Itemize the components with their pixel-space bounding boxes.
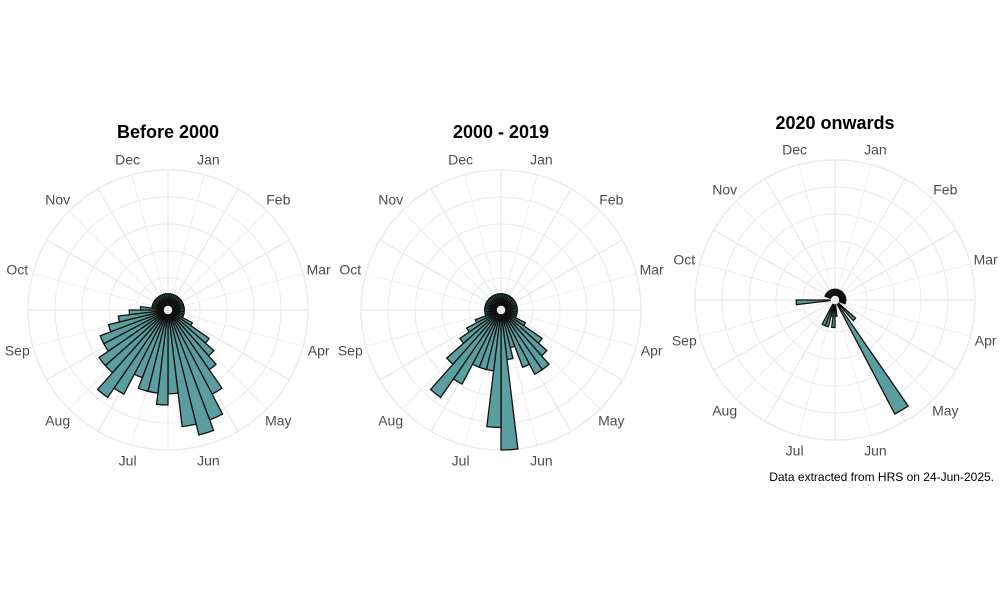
month-label-mar: Mar bbox=[974, 252, 998, 268]
grid-spoke-minor bbox=[401, 210, 502, 311]
grid-spoke-minor bbox=[834, 299, 971, 337]
chart-title: 2020 onwards bbox=[775, 113, 894, 133]
month-label-oct: Oct bbox=[6, 262, 28, 278]
chart-title: 2000 - 2019 bbox=[453, 122, 549, 142]
bar-W30 bbox=[821, 303, 835, 327]
grid-spoke-minor bbox=[834, 299, 872, 436]
grid-spoke-minor bbox=[735, 299, 836, 400]
month-label-mar: Mar bbox=[640, 262, 664, 278]
month-label-oct: Oct bbox=[673, 252, 695, 268]
grid-spoke-major bbox=[834, 299, 957, 371]
grid-spoke-minor bbox=[798, 164, 836, 301]
grid-spoke-major bbox=[764, 299, 836, 422]
month-label-may: May bbox=[598, 412, 624, 428]
grid-spoke-major bbox=[764, 178, 836, 301]
chart-panel-2: Jan Feb Mar Apr May Jun Jul Aug Sep Oct Nov Dec 2000… bbox=[338, 122, 664, 469]
month-label-jun: Jun bbox=[530, 453, 553, 469]
grid-spoke-major bbox=[500, 188, 572, 311]
month-label-jul: Jul bbox=[119, 453, 137, 469]
bar-W52 bbox=[165, 293, 169, 306]
month-label-dec: Dec bbox=[782, 141, 807, 157]
bar-W20 bbox=[837, 302, 857, 322]
grid-spoke-minor bbox=[500, 309, 637, 347]
grid-spoke-major bbox=[167, 188, 239, 311]
grid-spoke-minor bbox=[167, 309, 304, 347]
month-label-aug: Aug bbox=[45, 412, 70, 428]
grid-spoke-major bbox=[97, 188, 169, 311]
month-label-jan: Jan bbox=[530, 151, 553, 167]
month-label-sep: Sep bbox=[672, 332, 697, 348]
month-label-jun: Jun bbox=[197, 453, 220, 469]
bar-W52 bbox=[832, 288, 836, 296]
grid-spoke-minor bbox=[699, 263, 836, 301]
grid-spoke-major bbox=[713, 299, 836, 371]
grid-spoke-minor bbox=[834, 164, 872, 301]
grid-spoke-minor bbox=[131, 174, 169, 311]
month-label-nov: Nov bbox=[712, 182, 737, 198]
grid-spoke-minor bbox=[365, 273, 502, 311]
grid-spoke-minor bbox=[834, 200, 935, 301]
grid-spoke-minor bbox=[500, 174, 538, 311]
month-label-aug: Aug bbox=[378, 412, 403, 428]
month-label-feb: Feb bbox=[599, 192, 623, 208]
chart-title: Before 2000 bbox=[117, 122, 219, 142]
month-label-sep: Sep bbox=[338, 342, 363, 358]
grid-spoke-major bbox=[500, 239, 623, 311]
grid-spoke-major bbox=[430, 188, 502, 311]
chart-panel-3: Jan Feb Mar Apr May Jun Jul Aug Sep Oct Nov Dec 2020… bbox=[672, 113, 998, 459]
chart-panel-1: Jan Feb Mar Apr May Jun Jul Aug Sep Oct Nov Dec Befo… bbox=[5, 122, 331, 469]
month-label-jan: Jan bbox=[197, 151, 220, 167]
month-label-dec: Dec bbox=[448, 151, 473, 167]
grid-spoke-minor bbox=[68, 210, 169, 311]
month-label-mar: Mar bbox=[307, 262, 331, 278]
bar-W52 bbox=[498, 293, 502, 306]
month-label-jun: Jun bbox=[864, 443, 887, 459]
grid-spoke-minor bbox=[834, 263, 971, 301]
data-source-caption: Data extracted from HRS on 24-Jun-2025. bbox=[769, 470, 994, 484]
grid-spoke-minor bbox=[167, 174, 205, 311]
month-label-dec: Dec bbox=[115, 151, 140, 167]
grid-spoke-minor bbox=[365, 309, 502, 347]
grid-spoke-minor bbox=[699, 299, 836, 337]
grid-spoke-major bbox=[46, 239, 169, 311]
month-label-apr: Apr bbox=[308, 342, 330, 358]
month-label-feb: Feb bbox=[933, 182, 957, 198]
grid-spoke-major bbox=[379, 239, 502, 311]
grid-spoke-minor bbox=[167, 210, 268, 311]
bar-W22 bbox=[836, 303, 910, 415]
month-label-aug: Aug bbox=[712, 402, 737, 418]
month-label-apr: Apr bbox=[641, 342, 663, 358]
month-label-jul: Jul bbox=[452, 453, 470, 469]
month-label-may: May bbox=[932, 402, 958, 418]
month-label-nov: Nov bbox=[378, 192, 403, 208]
grid-spoke-minor bbox=[464, 174, 502, 311]
bar-W16 bbox=[838, 300, 847, 305]
grid-spoke-major bbox=[834, 178, 906, 301]
grid-spoke-major bbox=[167, 239, 290, 311]
grid-spoke-major bbox=[713, 229, 836, 301]
month-label-apr: Apr bbox=[975, 332, 997, 348]
grid-spoke-minor bbox=[32, 273, 169, 311]
grid-spoke-minor bbox=[167, 273, 304, 311]
month-label-may: May bbox=[265, 412, 291, 428]
grid-spoke-minor bbox=[735, 200, 836, 301]
month-label-jan: Jan bbox=[864, 141, 887, 157]
month-label-jul: Jul bbox=[786, 443, 804, 459]
grid-spoke-minor bbox=[500, 210, 601, 311]
grid-spoke-major bbox=[834, 229, 957, 301]
month-label-feb: Feb bbox=[266, 192, 290, 208]
bar-W39 bbox=[795, 299, 831, 306]
grid-spoke-minor bbox=[500, 273, 637, 311]
month-label-nov: Nov bbox=[45, 192, 70, 208]
month-label-oct: Oct bbox=[339, 262, 361, 278]
month-label-sep: Sep bbox=[5, 342, 30, 358]
